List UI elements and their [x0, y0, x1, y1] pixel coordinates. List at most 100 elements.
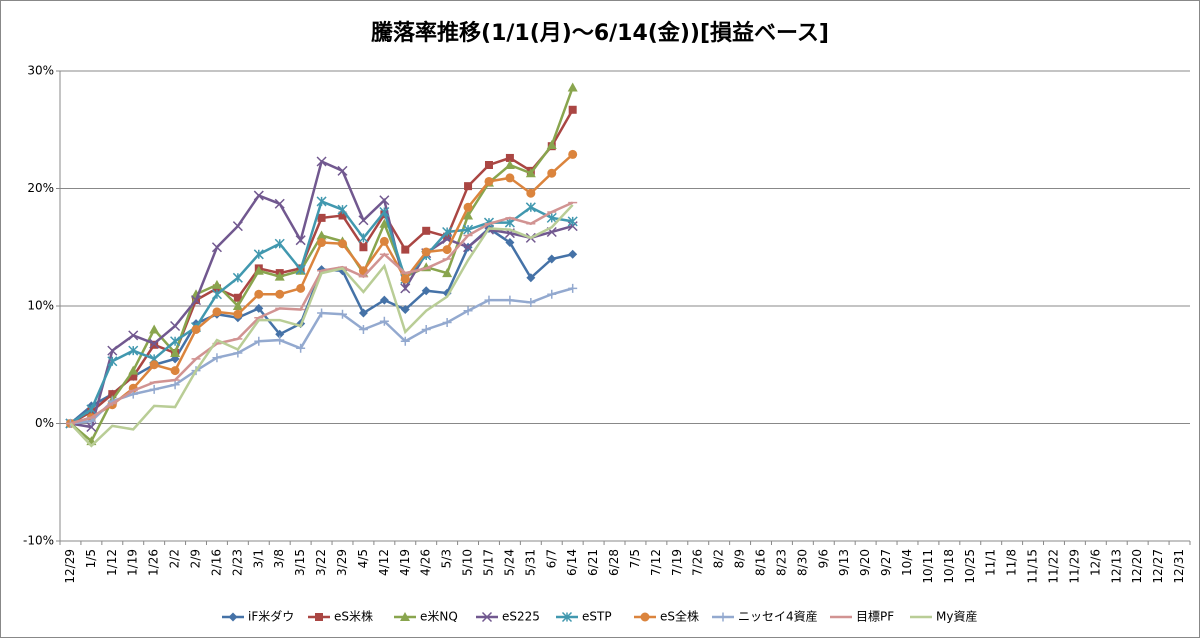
x-tick-label: 12/13: [1109, 549, 1123, 584]
marker: [379, 316, 389, 326]
marker: [275, 335, 285, 345]
marker: [505, 173, 515, 183]
legend-label: My資産: [936, 609, 977, 624]
marker: [358, 325, 368, 334]
marker: [442, 268, 453, 278]
marker: [358, 308, 368, 318]
marker: [233, 293, 242, 302]
marker: [253, 265, 264, 275]
marker: [316, 156, 327, 167]
x-tick-label: 5/10: [461, 549, 475, 576]
marker: [443, 232, 452, 241]
marker: [442, 226, 453, 238]
x-tick-label: 5/24: [502, 549, 516, 576]
marker: [149, 384, 159, 394]
marker: [567, 82, 578, 92]
y-tick-label: -10%: [23, 534, 54, 548]
marker: [316, 230, 327, 240]
marker: [463, 306, 473, 316]
x-tick-label: 9/20: [858, 549, 872, 576]
marker: [338, 239, 347, 249]
marker: [547, 254, 557, 264]
x-tick-label: 7/19: [670, 549, 684, 576]
marker: [253, 249, 264, 260]
x-tick-label: 11/29: [1067, 549, 1081, 584]
marker: [296, 343, 306, 353]
marker: [525, 168, 536, 178]
marker: [561, 611, 573, 623]
x-tick-label: 7/26: [691, 549, 705, 576]
marker: [86, 421, 97, 433]
x-tick-label: 8/30: [795, 549, 809, 576]
legend-label: eS225: [502, 610, 540, 624]
marker: [170, 366, 180, 376]
x-tick-label: 11/15: [1026, 549, 1040, 584]
marker: [568, 283, 578, 293]
marker: [442, 317, 452, 327]
marker: [317, 238, 327, 248]
x-tick-label: 1/5: [84, 549, 98, 568]
marker: [525, 202, 536, 213]
x-tick-label: 5/31: [523, 549, 537, 576]
x-tick-label: 8/23: [774, 549, 788, 576]
marker: [107, 345, 118, 356]
marker: [316, 196, 327, 207]
marker: [567, 216, 578, 227]
marker: [484, 161, 493, 169]
marker: [233, 309, 243, 319]
marker: [484, 295, 494, 305]
marker: [568, 149, 578, 159]
legend-item: iF米ダウ: [222, 609, 294, 624]
marker: [400, 305, 410, 315]
legend-item: eSTP: [556, 610, 612, 624]
marker: [317, 308, 327, 318]
marker: [211, 242, 222, 253]
marker: [526, 273, 536, 283]
marker: [337, 204, 348, 215]
legend-label: ニッセイ4資産: [738, 609, 818, 624]
marker: [211, 289, 222, 300]
x-tick-label: 9/27: [879, 549, 893, 576]
x-tick-label: 5/3: [440, 549, 454, 568]
legend-item: eS全株: [634, 609, 699, 624]
marker: [379, 195, 390, 206]
x-tick-label: 4/12: [377, 549, 391, 576]
x-tick-label: 8/2: [712, 549, 726, 568]
x-tick-label: 5/17: [481, 549, 495, 576]
x-tick-label: 3/29: [335, 549, 349, 576]
x-tick-label: 2/16: [209, 549, 223, 576]
marker: [547, 289, 557, 299]
x-tick-label: 3/22: [314, 549, 328, 576]
marker: [400, 612, 410, 621]
marker: [149, 338, 160, 349]
x-tick-label: 11/8: [1005, 549, 1019, 576]
marker: [463, 210, 474, 220]
marker: [107, 356, 118, 367]
legend-label: e米NQ: [420, 610, 458, 624]
x-tick-label: 4/5: [356, 549, 370, 568]
x-tick-label: 8/9: [733, 549, 747, 568]
marker: [379, 218, 390, 228]
marker: [86, 404, 97, 415]
marker: [191, 325, 201, 334]
x-tick-label: 7/5: [628, 549, 642, 568]
marker: [379, 206, 390, 218]
x-tick-label: 6/7: [544, 549, 558, 568]
x-tick-label: 3/1: [251, 549, 265, 568]
marker: [275, 289, 285, 299]
marker: [718, 612, 728, 622]
marker: [379, 295, 389, 305]
marker: [484, 176, 494, 186]
x-tick-label: 10/11: [921, 549, 935, 584]
y-tick-label: 10%: [27, 299, 54, 313]
marker: [274, 238, 285, 249]
x-tick-label: 7/12: [649, 549, 663, 576]
marker: [295, 264, 306, 275]
marker: [128, 330, 139, 341]
marker: [358, 215, 369, 226]
marker: [337, 165, 348, 176]
x-tick-label: 11/22: [1046, 549, 1060, 584]
legend-item: My資産: [910, 609, 977, 624]
legend-item: eS米株: [308, 609, 373, 624]
